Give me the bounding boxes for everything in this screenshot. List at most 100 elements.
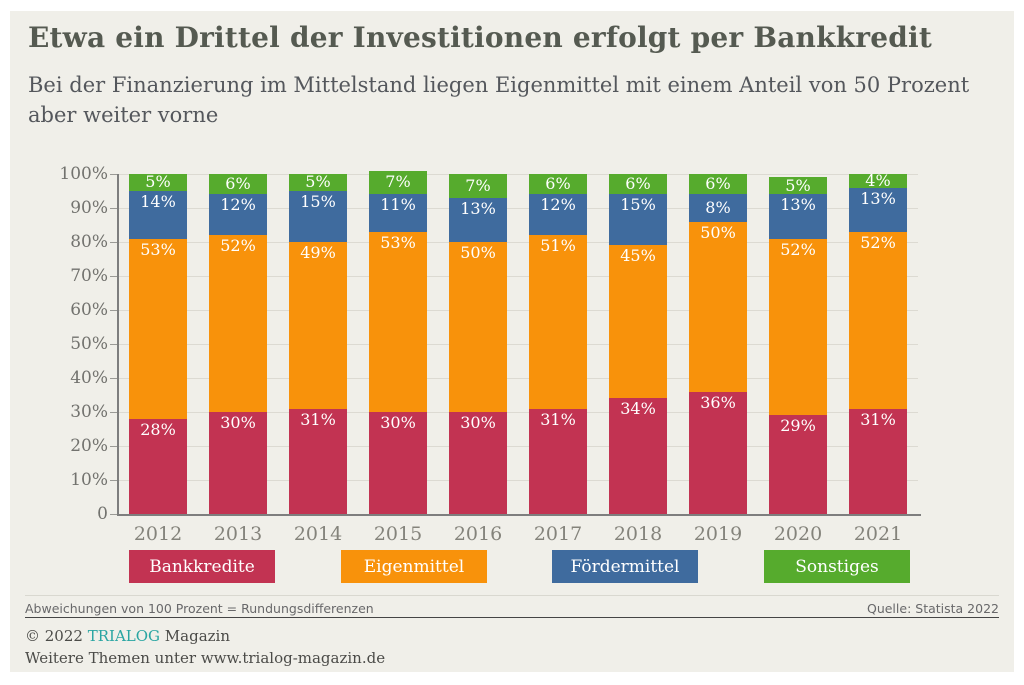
bar-segment-fördermittel: 15% [609,194,667,246]
segment-value-label: 15% [620,195,656,215]
y-axis-label: 10% [70,470,108,490]
bar-segment-bankkredite: 31% [289,408,347,514]
y-tick [110,310,118,311]
y-tick [110,344,118,345]
segment-value-label: 52% [220,236,256,256]
legend-label: Fördermittel [570,556,680,577]
bar-segment-sonstiges: 5% [289,172,347,191]
legend-item-eigenmittel: Eigenmittel [341,550,487,583]
y-tick [110,446,118,447]
gridline [118,242,918,243]
segment-value-label: 13% [460,198,496,218]
segment-value-label: 30% [380,412,416,432]
segment-value-label: 30% [460,412,496,432]
segment-value-label: 53% [380,232,416,252]
segment-value-label: 53% [140,239,176,259]
y-axis-label: 50% [70,334,108,354]
bar-segment-sonstiges: 6% [609,174,667,195]
y-tick [110,208,118,209]
bar-segment-fördermittel: 13% [849,187,907,232]
segment-value-label: 7% [465,175,491,195]
brand-name: TRIALOG [87,627,161,645]
gridline [118,412,918,413]
page-title: Etwa ein Drittel der Investitionen erfol… [28,21,933,54]
footnote-row: Abweichungen von 100 Prozent = Rundungsd… [25,601,999,616]
segment-value-label: 28% [140,419,176,439]
segment-value-label: 5% [145,172,171,192]
y-axis-line [117,174,119,515]
segment-value-label: 13% [860,188,896,208]
bar-segment-sonstiges: 6% [689,174,747,195]
y-tick [110,174,118,175]
segment-value-label: 49% [300,243,336,262]
x-axis-label: 2017 [533,523,583,545]
segment-value-label: 6% [545,174,571,193]
segment-value-label: 52% [780,239,816,259]
bar-segment-eigenmittel: 50% [449,241,507,412]
y-axis-label: 40% [70,368,108,388]
y-axis-label: 100% [59,164,108,184]
bar-segment-sonstiges: 6% [529,174,587,195]
bar-segment-eigenmittel: 45% [609,245,667,399]
copyright-line: © 2022 TRIALOG Magazin [25,627,230,645]
segment-value-label: 12% [540,195,576,215]
segment-value-label: 50% [460,242,496,262]
bar-segment-bankkredite: 29% [769,415,827,514]
segment-value-label: 12% [220,195,256,215]
x-axis-label: 2012 [133,523,183,545]
bar-segment-bankkredite: 28% [129,418,187,514]
bar-segment-sonstiges: 4% [849,170,907,190]
bar-segment-eigenmittel: 52% [769,238,827,416]
segment-value-label: 4% [865,170,891,190]
bar-segment-bankkredite: 34% [609,398,667,514]
bar-segment-bankkredite: 31% [529,408,587,514]
legend-label: Eigenmittel [363,556,465,577]
gridline [118,378,918,379]
segment-value-label: 7% [385,172,411,192]
bar-segment-fördermittel: 14% [129,191,187,239]
source-note: Quelle: Statista 2022 [866,601,999,616]
bar-segment-fördermittel: 13% [449,197,507,242]
x-axis-label: 2016 [453,523,503,545]
rounding-note: Abweichungen von 100 Prozent = Rundungsd… [25,601,374,616]
y-axis-label: 20% [70,436,108,456]
stacked-bar: 7% 13% 50% 30% [449,174,507,514]
x-axis-line [117,514,921,516]
bar-segment-fördermittel: 8% [689,194,747,222]
segment-value-label: 34% [620,399,656,419]
y-tick [110,276,118,277]
bar-segment-eigenmittel: 50% [689,221,747,392]
segment-value-label: 8% [705,197,731,217]
y-tick [110,242,118,243]
gridline [118,174,918,175]
bar-segment-eigenmittel: 52% [209,235,267,412]
x-axis-label: 2019 [693,523,743,545]
bar-segment-sonstiges: 5% [769,176,827,195]
stacked-bar: 6% 15% 45% 34% [609,174,667,514]
legend-item-fördermittel: Fördermittel [552,550,698,583]
y-axis-label: 80% [70,232,108,252]
stacked-bar: 5% 15% 49% 31% [289,172,347,514]
subtitle: Bei der Finanzierung im Mittelstand lieg… [28,71,978,131]
segment-value-label: 36% [700,392,736,412]
gridline [118,276,918,277]
bar-segment-bankkredite: 31% [849,408,907,514]
bar-segment-sonstiges: 7% [449,174,507,198]
bar-segment-bankkredite: 30% [449,411,507,514]
subtitle-line2: aber weiter vorne [28,102,219,127]
stacked-bar: 6% 12% 51% 31% [529,174,587,514]
y-axis-label: 0 [97,504,108,524]
bar-segment-eigenmittel: 53% [129,238,187,419]
gridline [118,344,918,345]
y-axis-label: 30% [70,402,108,422]
stacked-bar: 6% 12% 52% 30% [209,174,267,514]
y-axis-label: 60% [70,300,108,320]
x-axis-label: 2015 [373,523,423,545]
legend-label: Bankkredite [149,556,255,577]
y-tick [110,514,118,515]
gridline [118,480,918,481]
bar-segment-eigenmittel: 49% [289,242,347,409]
legend-label: Sonstiges [795,556,879,577]
segment-value-label: 15% [300,192,336,211]
segment-value-label: 50% [700,222,736,242]
